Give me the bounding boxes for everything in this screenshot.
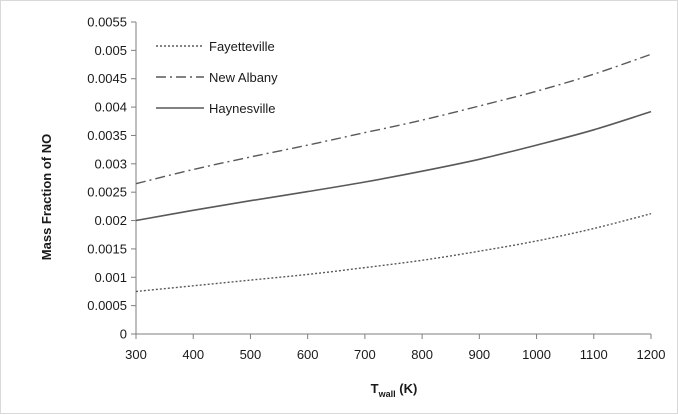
series-line-haynesville [135,110,652,222]
y-tick-label: 0.0035 [87,128,127,143]
series-line-new-albany [135,53,652,185]
y-tick-label: 0.005 [94,43,127,58]
legend: Fayetteville New Albany Haynesville [156,39,278,116]
x-axis-title-main: T [371,381,379,396]
y-tick-label: 0.003 [94,156,127,171]
x-tick-label: 600 [297,347,319,362]
y-tick-label: 0.0015 [87,241,127,256]
y-tick-label: 0 [120,327,127,342]
legend-label: Haynesville [209,101,275,116]
y-tick-label: 0.0005 [87,298,127,313]
y-tick-label: 0.0025 [87,185,127,200]
series-lines [135,53,652,293]
x-tick-label: 1100 [580,347,608,362]
y-tick-label: 0.001 [94,270,127,285]
y-tick-label: 0.0055 [87,15,127,30]
y-axis-title: Mass Fraction of NO [39,134,54,260]
y-tick-label: 0.0045 [87,71,127,86]
series-line-fayetteville [135,213,652,293]
x-axis-title-subscript: wall [378,389,396,399]
x-tick-label: 400 [182,347,204,362]
legend-label: New Albany [209,70,278,85]
x-tick-label: 1000 [522,347,551,362]
x-tick-label: 500 [240,347,262,362]
y-tick-label: 0.004 [94,100,127,115]
x-axis-title: Twall (K) [371,381,418,399]
y-axis-ticks: 0 0.0005 0.001 0.0015 0.002 0.0025 0.003 0.0035… [87,15,136,342]
x-axis-ticks: 300 400 500 600 700 800 900 1000 1100 1200 [125,334,665,362]
x-tick-label: 700 [354,347,376,362]
x-tick-label: 1200 [637,347,666,362]
x-tick-label: 900 [468,347,490,362]
x-tick-label: 300 [125,347,147,362]
legend-label: Fayetteville [209,39,275,54]
x-axis-title-unit: (K) [396,381,418,396]
x-tick-label: 800 [411,347,433,362]
axes [135,22,651,335]
y-tick-label: 0.002 [94,213,127,228]
